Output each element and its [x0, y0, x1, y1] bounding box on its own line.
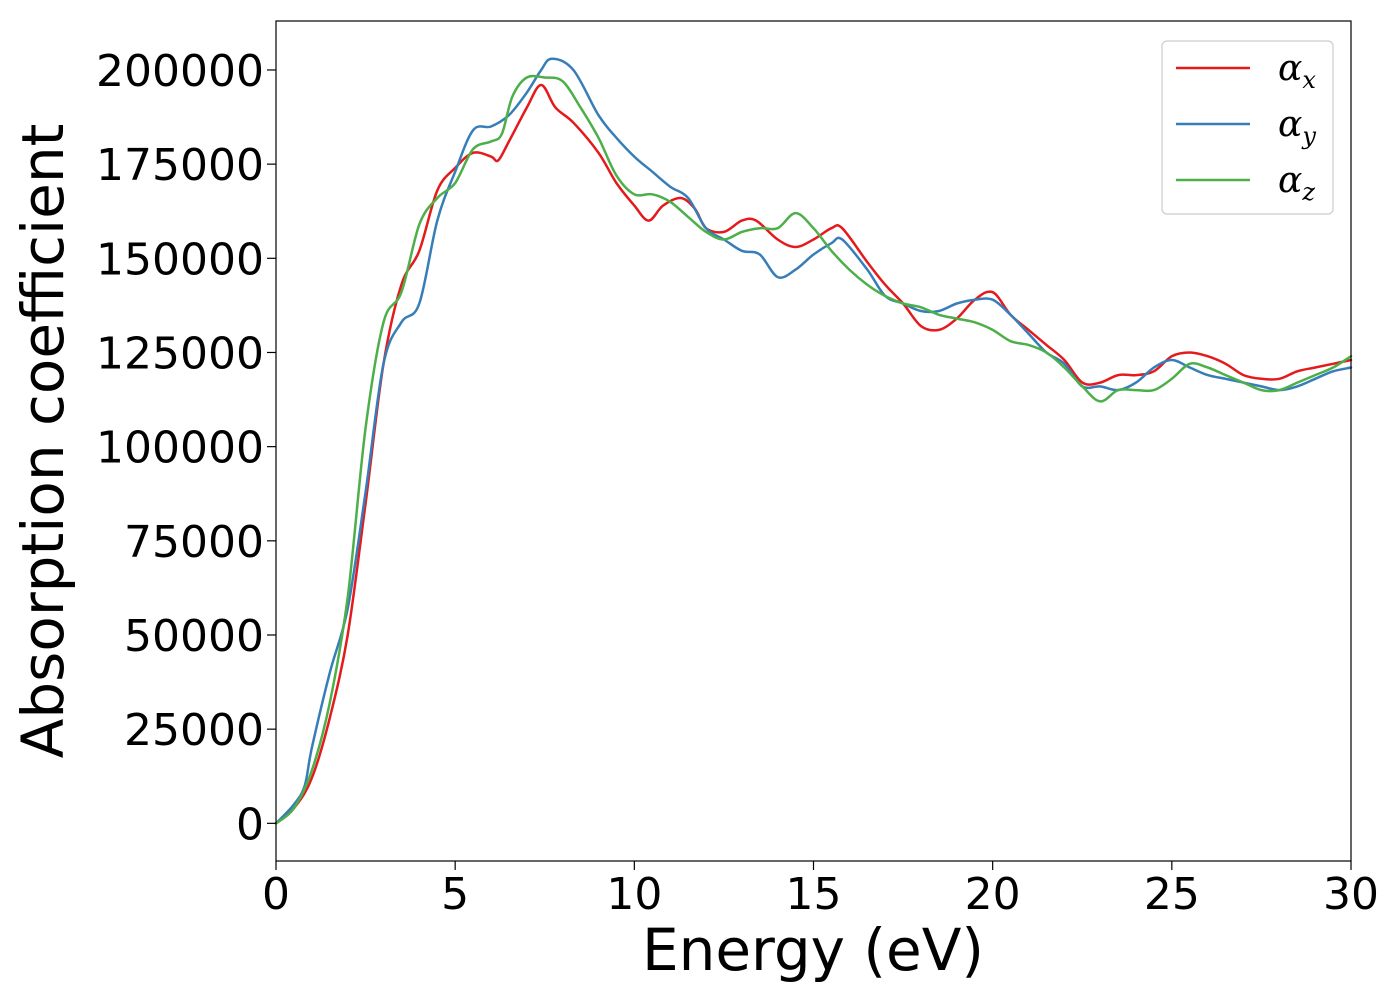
y-tick-label: 50000 [124, 611, 264, 662]
y-axis-label: Absorption coefficient [9, 124, 77, 759]
legend: αx αy αz [1161, 40, 1334, 215]
legend-label-x: αx [1278, 48, 1316, 94]
x-tick-label: 20 [965, 869, 1021, 920]
y-tick-label: 100000 [96, 423, 264, 474]
y-axis: 0 25000 50000 75000 100000 125000 150000 175000… [96, 46, 276, 850]
x-tick-label: 15 [786, 869, 842, 920]
x-tick-label: 0 [262, 869, 290, 920]
series-layer [274, 57, 1353, 825]
series-line-z [274, 74, 1353, 825]
y-tick-label: 150000 [96, 234, 264, 285]
x-tick-label: 25 [1144, 869, 1200, 920]
y-tick-label: 75000 [124, 517, 264, 568]
x-tick-label: 5 [441, 869, 469, 920]
legend-label-y: αy [1278, 104, 1316, 150]
y-tick-label: 175000 [96, 140, 264, 191]
x-axis: 0 5 10 15 20 25 30 [262, 861, 1379, 920]
y-tick-label: 0 [236, 799, 264, 850]
y-tick-label: 200000 [96, 46, 264, 97]
x-tick-label: 30 [1323, 869, 1379, 920]
y-tick-label: 125000 [96, 328, 264, 379]
x-axis-label: Energy (eV) [642, 916, 984, 984]
series-line-y [274, 57, 1353, 825]
x-tick-label: 10 [606, 869, 662, 920]
legend-box [1161, 40, 1334, 215]
legend-label-z: αz [1278, 160, 1315, 206]
series-line-x [274, 83, 1353, 825]
y-tick-label: 25000 [124, 705, 264, 756]
